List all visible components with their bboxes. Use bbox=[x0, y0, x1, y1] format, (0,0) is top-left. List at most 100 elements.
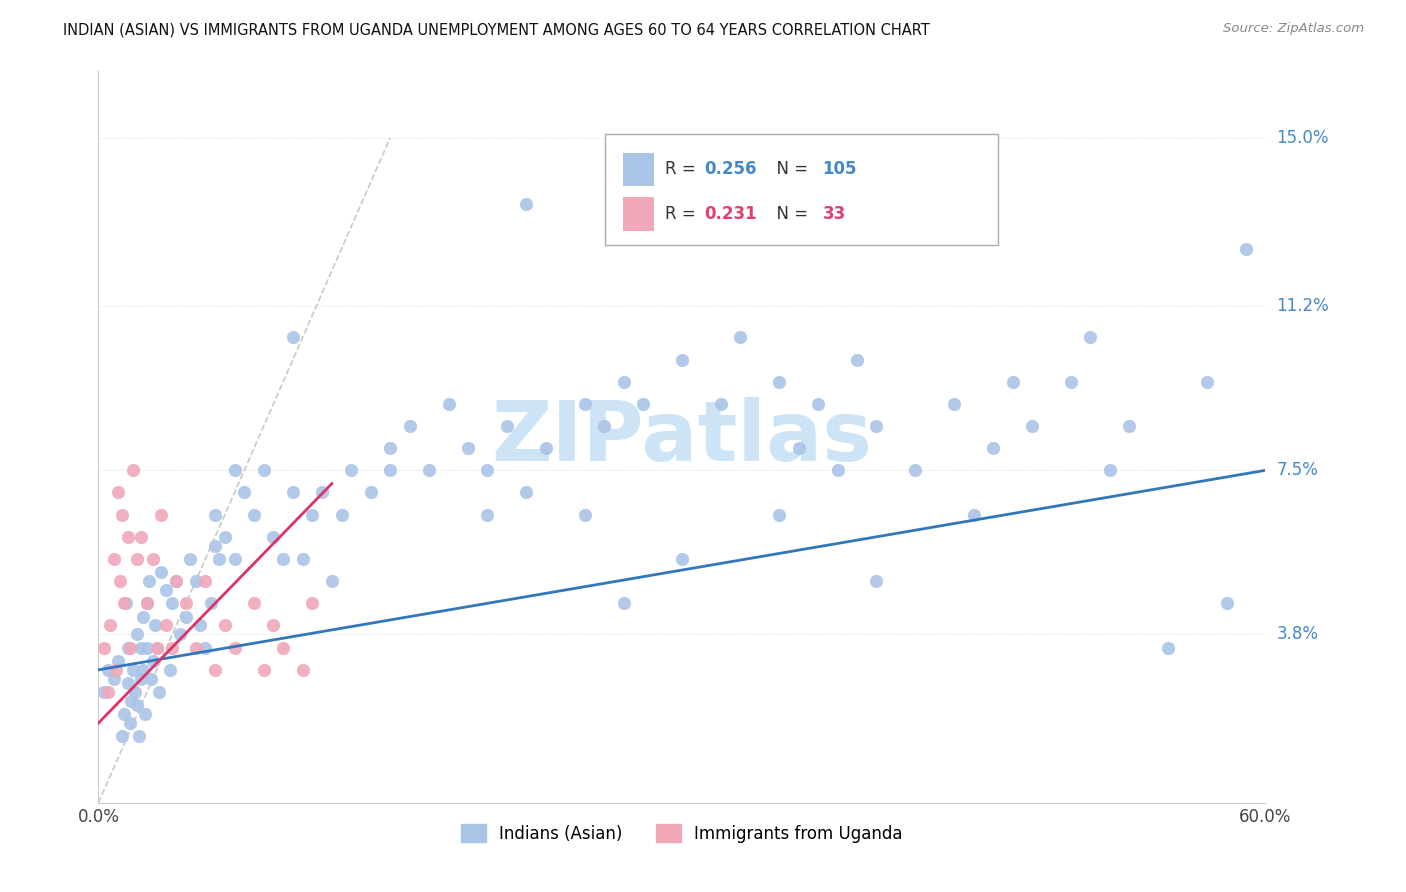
Point bbox=[149, 566, 172, 580]
Point bbox=[93, 640, 115, 655]
Point bbox=[291, 552, 314, 566]
Point bbox=[281, 330, 304, 344]
Point bbox=[162, 640, 184, 655]
Text: R =: R = bbox=[665, 161, 702, 178]
Point bbox=[138, 574, 160, 589]
Point bbox=[1195, 375, 1218, 389]
Point bbox=[117, 530, 139, 544]
Text: Source: ZipAtlas.com: Source: ZipAtlas.com bbox=[1223, 22, 1364, 36]
Point bbox=[768, 375, 790, 389]
Point bbox=[132, 663, 155, 677]
Point bbox=[184, 640, 207, 655]
Point bbox=[204, 508, 226, 522]
Point bbox=[1157, 640, 1180, 655]
Point bbox=[114, 596, 136, 610]
Point bbox=[233, 485, 256, 500]
Point bbox=[128, 729, 150, 743]
Point bbox=[787, 441, 810, 455]
Point bbox=[418, 463, 440, 477]
Point bbox=[904, 463, 927, 477]
Text: 7.5%: 7.5% bbox=[1277, 461, 1319, 479]
Point bbox=[1060, 375, 1083, 389]
Point bbox=[380, 463, 402, 477]
Point bbox=[243, 508, 266, 522]
Text: INDIAN (ASIAN) VS IMMIGRANTS FROM UGANDA UNEMPLOYMENT AMONG AGES 60 TO 64 YEARS : INDIAN (ASIAN) VS IMMIGRANTS FROM UGANDA… bbox=[63, 22, 929, 37]
Point bbox=[148, 685, 170, 699]
Point bbox=[1234, 242, 1257, 256]
Point bbox=[271, 640, 294, 655]
Point bbox=[1080, 330, 1102, 344]
Point bbox=[437, 397, 460, 411]
Text: N =: N = bbox=[766, 205, 814, 223]
Point bbox=[169, 627, 191, 641]
Text: N =: N = bbox=[766, 161, 814, 178]
Point bbox=[98, 618, 121, 632]
Point bbox=[311, 485, 333, 500]
Point bbox=[593, 419, 616, 434]
Point bbox=[134, 707, 156, 722]
Point bbox=[117, 676, 139, 690]
Point bbox=[253, 663, 276, 677]
Point bbox=[710, 397, 733, 411]
Text: 15.0%: 15.0% bbox=[1277, 128, 1329, 147]
Point bbox=[243, 596, 266, 610]
Point bbox=[1215, 596, 1237, 610]
Point bbox=[671, 352, 693, 367]
Point bbox=[97, 685, 120, 699]
Point bbox=[93, 685, 115, 699]
Point bbox=[214, 618, 236, 632]
Point bbox=[1021, 419, 1043, 434]
Point bbox=[845, 352, 868, 367]
Text: 11.2%: 11.2% bbox=[1277, 297, 1329, 315]
Point bbox=[515, 197, 537, 211]
Point bbox=[865, 419, 887, 434]
Point bbox=[111, 508, 134, 522]
Point bbox=[496, 419, 519, 434]
Point bbox=[132, 609, 155, 624]
Point bbox=[194, 574, 217, 589]
Point bbox=[204, 663, 226, 677]
Point bbox=[515, 485, 537, 500]
Point bbox=[574, 508, 596, 522]
Point bbox=[477, 463, 499, 477]
Point bbox=[457, 441, 479, 455]
Point bbox=[671, 552, 693, 566]
Point bbox=[208, 552, 231, 566]
Point bbox=[122, 463, 145, 477]
Point bbox=[112, 596, 135, 610]
Point bbox=[301, 596, 323, 610]
Point bbox=[271, 552, 294, 566]
Point bbox=[360, 485, 382, 500]
Point bbox=[330, 508, 353, 522]
Point bbox=[398, 419, 420, 434]
Point bbox=[108, 574, 131, 589]
Point bbox=[121, 694, 143, 708]
Point bbox=[612, 596, 634, 610]
Point bbox=[117, 640, 139, 655]
Text: ZIPatlas: ZIPatlas bbox=[492, 397, 872, 477]
Point bbox=[136, 640, 159, 655]
Point bbox=[129, 530, 152, 544]
Point bbox=[162, 596, 184, 610]
Point bbox=[174, 596, 197, 610]
Point bbox=[214, 530, 236, 544]
Point bbox=[253, 463, 276, 477]
Point bbox=[827, 463, 849, 477]
Point bbox=[103, 672, 125, 686]
Point bbox=[574, 397, 596, 411]
Point bbox=[631, 397, 654, 411]
Legend: Indians (Asian), Immigrants from Uganda: Indians (Asian), Immigrants from Uganda bbox=[454, 818, 910, 849]
Point bbox=[262, 530, 284, 544]
Point bbox=[943, 397, 966, 411]
Point bbox=[159, 663, 181, 677]
Point bbox=[139, 672, 162, 686]
Text: 3.8%: 3.8% bbox=[1277, 625, 1319, 643]
Text: 0.231: 0.231 bbox=[704, 205, 756, 223]
Point bbox=[301, 508, 323, 522]
Point bbox=[149, 508, 172, 522]
Point bbox=[107, 485, 129, 500]
Point bbox=[127, 698, 149, 713]
Point bbox=[136, 596, 159, 610]
Point bbox=[103, 552, 125, 566]
Point bbox=[104, 663, 127, 677]
